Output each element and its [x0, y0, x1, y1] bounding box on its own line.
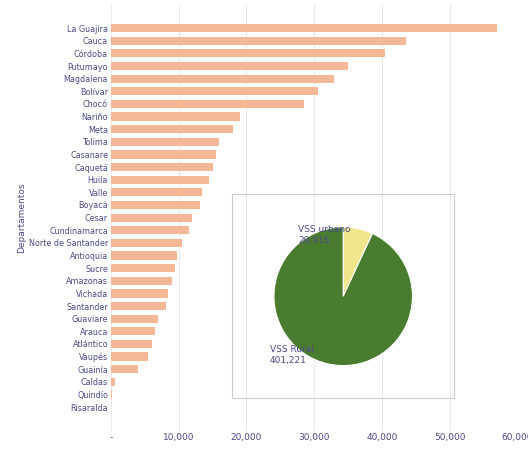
Wedge shape	[274, 227, 412, 366]
Bar	[111, 75, 335, 83]
Bar	[111, 175, 209, 184]
Text: VSS urbano
29,916: VSS urbano 29,916	[298, 225, 351, 245]
Bar	[111, 37, 406, 45]
Bar	[111, 264, 175, 272]
Bar	[111, 163, 212, 171]
Text: VSS Rural
401,221: VSS Rural 401,221	[270, 345, 314, 365]
Bar	[111, 277, 172, 285]
Wedge shape	[343, 227, 372, 296]
Bar	[111, 340, 152, 348]
Bar	[111, 302, 166, 310]
Bar	[111, 49, 385, 57]
Bar	[111, 289, 168, 298]
Bar	[111, 138, 219, 146]
Bar	[111, 201, 200, 209]
Bar	[111, 314, 158, 323]
Bar	[111, 113, 240, 121]
Bar	[111, 125, 233, 133]
Bar	[111, 226, 189, 234]
Bar	[111, 390, 112, 399]
Bar	[111, 251, 177, 260]
Bar	[111, 352, 148, 361]
Bar	[111, 100, 304, 108]
Bar	[111, 62, 348, 70]
Bar	[111, 188, 202, 196]
Bar	[111, 24, 497, 32]
Y-axis label: Departamentos: Departamentos	[17, 182, 26, 253]
Bar	[111, 239, 182, 247]
Bar	[111, 378, 115, 386]
Bar	[111, 327, 155, 335]
Bar	[111, 87, 317, 95]
Bar	[111, 213, 192, 222]
Bar	[111, 150, 216, 158]
Bar	[111, 365, 138, 373]
